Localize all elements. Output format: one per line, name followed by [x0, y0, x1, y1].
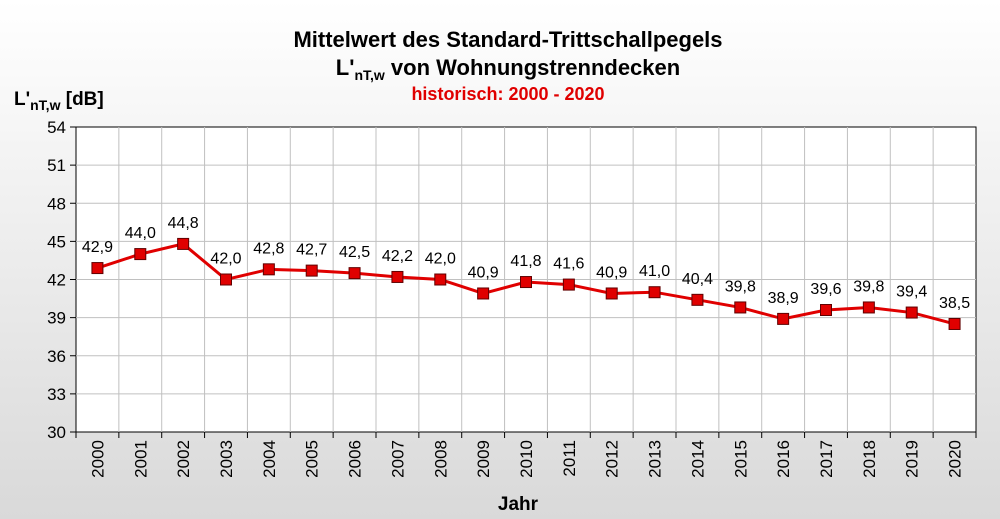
data-label: 39,6	[810, 281, 841, 298]
data-label: 41,6	[553, 256, 584, 273]
chart-title-line2: L'nT,w von Wohnungstrenndecken	[336, 55, 680, 83]
y-tick-label: 48	[47, 194, 66, 213]
data-point	[177, 237, 190, 250]
x-tick-label: 2005	[303, 440, 322, 478]
x-tick-label: 2000	[88, 440, 107, 478]
series	[91, 237, 961, 330]
x-tick-label: 2008	[431, 440, 450, 478]
data-label: 39,4	[896, 284, 927, 301]
data-label: 38,9	[768, 290, 799, 307]
data-point	[391, 270, 404, 283]
data-point	[648, 286, 661, 299]
data-label: 39,8	[853, 278, 884, 295]
y-axis-label: L'nT,w [dB]	[14, 89, 104, 113]
x-tick-label: 2013	[646, 440, 665, 478]
x-tick-label: 2002	[174, 440, 193, 478]
x-tick-label: 2010	[517, 440, 536, 478]
data-label: 42,0	[425, 251, 456, 268]
y-tick-label: 36	[47, 347, 66, 366]
data-label: 38,5	[939, 295, 970, 312]
y-tick-label: 51	[47, 156, 66, 175]
y-axis: 30 33 36 39 42 45 48 51 54	[47, 118, 76, 442]
y-tick-label: 45	[47, 232, 66, 251]
data-label: 42,2	[382, 248, 413, 265]
y-tick-label: 39	[47, 309, 66, 328]
data-point	[777, 312, 790, 325]
data-label: 41,0	[639, 263, 670, 280]
data-label: 40,9	[596, 264, 627, 281]
data-label: 40,9	[468, 264, 499, 281]
data-point	[905, 306, 918, 319]
data-label: 42,8	[253, 240, 284, 257]
x-axis-label: Jahr	[498, 494, 539, 515]
x-tick-label: 2015	[731, 440, 750, 478]
data-point	[477, 287, 490, 300]
data-label: 42,0	[210, 251, 241, 268]
y-tick-label: 42	[47, 271, 66, 290]
data-label: 41,8	[510, 253, 541, 270]
data-labels: 42,9 44,0 44,8 42,0 42,8 42,7 42,5 42,2 42,0 40,9…	[82, 215, 970, 312]
y-tick-label: 30	[47, 423, 66, 442]
chart-subtitle: historisch: 2000 - 2020	[411, 84, 604, 104]
data-label: 42,7	[296, 242, 327, 259]
data-point	[434, 273, 447, 286]
data-label: 40,4	[682, 271, 713, 288]
data-point	[305, 264, 318, 277]
x-tick-label: 2006	[346, 440, 365, 478]
grid	[76, 127, 976, 432]
data-point	[862, 301, 875, 314]
y-tick-label: 54	[47, 118, 66, 137]
x-tick-label: 2020	[946, 440, 965, 478]
x-tick-label: 2001	[131, 440, 150, 478]
data-point	[220, 273, 232, 286]
x-tick-label: 2017	[817, 440, 836, 478]
data-label: 42,9	[82, 239, 113, 256]
x-tick-label: 2014	[688, 440, 707, 478]
data-point	[948, 317, 961, 330]
chart-title: Mittelwert des Standard-Trittschallpegel…	[293, 27, 722, 52]
data-point	[520, 276, 532, 289]
data-point	[691, 293, 704, 306]
data-label: 44,8	[168, 215, 199, 232]
x-tick-label: 2007	[388, 440, 407, 478]
x-tick-label: 2018	[860, 440, 879, 478]
x-tick-label: 2009	[474, 440, 493, 478]
x-tick-label: 2016	[774, 440, 793, 478]
data-point	[562, 278, 575, 291]
data-label: 39,8	[725, 278, 756, 295]
y-tick-label: 33	[47, 385, 66, 404]
data-point	[820, 304, 832, 316]
x-tick-label: 2011	[560, 440, 579, 477]
data-point	[348, 267, 361, 280]
x-axis: 2000 2001 2002 2003 2004 2005 2006 2007 2008 2009…	[75, 432, 977, 478]
data-point	[605, 287, 618, 300]
data-point	[262, 263, 275, 276]
data-point	[134, 248, 147, 261]
data-point	[734, 301, 747, 314]
data-point	[91, 262, 104, 275]
x-tick-label: 2012	[603, 440, 622, 478]
data-label: 42,5	[339, 244, 370, 261]
x-tick-label: 2019	[903, 440, 922, 478]
x-tick-label: 2004	[260, 440, 279, 478]
x-tick-label: 2003	[217, 440, 236, 478]
data-label: 44,0	[125, 225, 156, 242]
